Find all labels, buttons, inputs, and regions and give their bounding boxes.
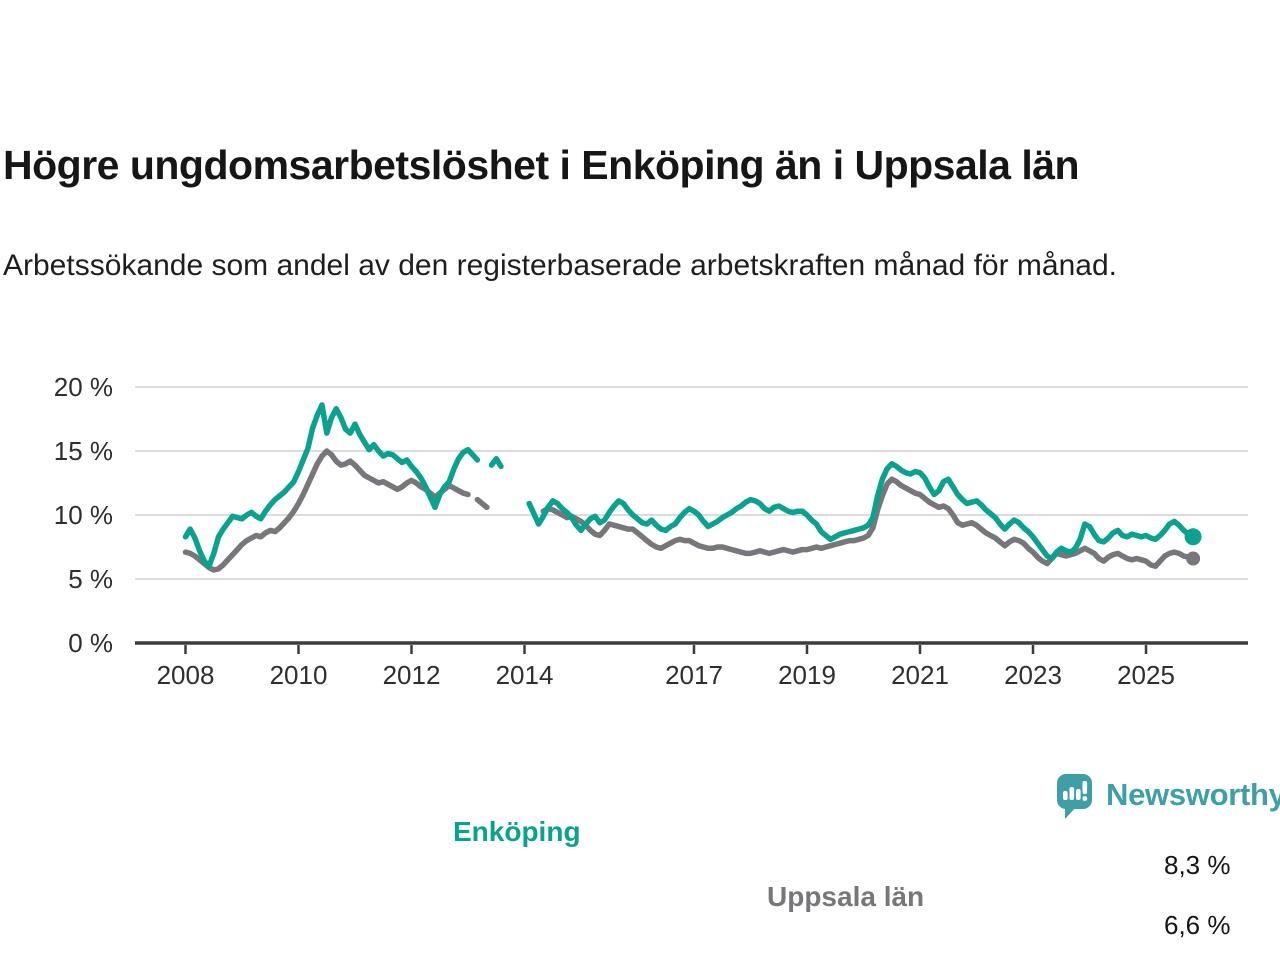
chart-title: Högre ungdomsarbetslöshet i Enköping än …	[3, 142, 1080, 188]
chart-subtitle: Arbetssökande som andel av den registerb…	[3, 249, 1117, 282]
series-line-uppsala-lan	[540, 476, 1196, 569]
x-tick-label: 2010	[270, 660, 328, 690]
x-tick-label: 2021	[891, 660, 949, 690]
series-line-uppsala-lan	[474, 496, 490, 511]
series-line-enkoping	[526, 461, 1196, 562]
line-chart: 20 % 15 % 10 % 5 % 0 % 2008 2010 2012 2014 2017 20…	[0, 350, 1280, 940]
x-tick-label: 2019	[778, 660, 836, 690]
series-line-enkoping	[488, 455, 504, 470]
x-tick-label: 2008	[157, 660, 215, 690]
end-value-label-enkoping: 8,3 %	[1164, 850, 1231, 880]
x-tick-label: 2014	[496, 660, 554, 690]
end-dot-uppsala-lan	[1186, 551, 1201, 566]
x-tick-label: 2012	[383, 660, 441, 690]
x-tick-label: 2025	[1117, 660, 1175, 690]
x-tick-label: 2023	[1004, 660, 1062, 690]
y-tick-label: 0 %	[68, 628, 113, 658]
line-chart-canvas: 20 % 15 % 10 % 5 % 0 % 2008 2010 2012 2014 2017 20…	[54, 372, 1248, 690]
series-label-enkoping: Enköping	[453, 816, 581, 847]
y-tick-label: 10 %	[54, 500, 113, 530]
x-tick-label: 2017	[665, 660, 723, 690]
series-label-uppsala-lan: Uppsala län	[767, 881, 925, 912]
series-line-uppsala-lan	[182, 448, 471, 573]
y-tick-label: 15 %	[54, 436, 113, 466]
end-dot-enkoping	[1184, 528, 1202, 546]
newsworthy-logo-icon	[1057, 774, 1092, 819]
series-line-enkoping	[182, 402, 481, 569]
brand-text: Newsworthy	[1106, 777, 1280, 812]
end-value-label-uppsala-lan: 6,6 %	[1164, 910, 1231, 940]
y-tick-label: 5 %	[68, 564, 113, 594]
y-tick-label: 20 %	[54, 372, 113, 402]
newsworthy-logo: Newsworthy	[1056, 773, 1280, 823]
